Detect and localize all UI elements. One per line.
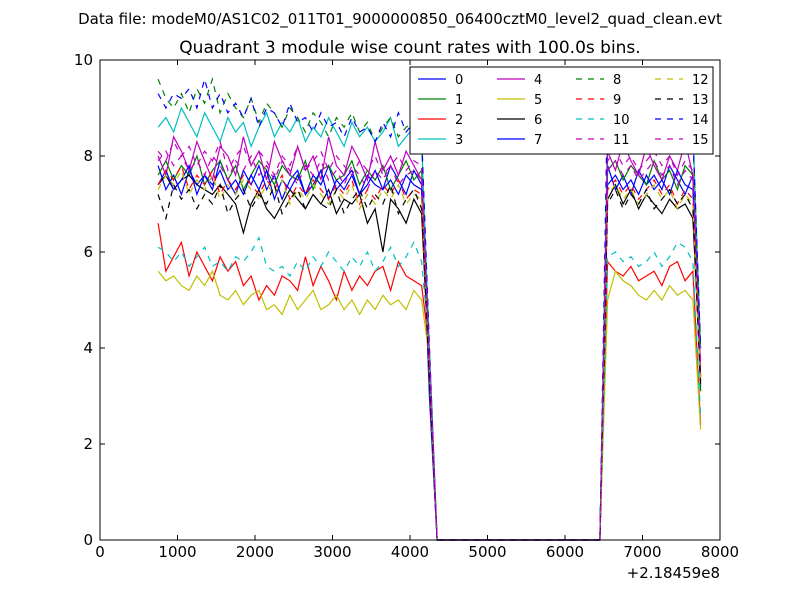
series-line-15 (157, 139, 702, 541)
legend-label-15: 15 (692, 133, 709, 148)
legend-label-14: 14 (692, 113, 709, 128)
legend-label-2: 2 (455, 113, 463, 128)
legend-label-0: 0 (455, 73, 463, 88)
legend-label-4: 4 (534, 73, 542, 88)
x-tick-label: 2000 (236, 543, 274, 561)
series-line-12 (157, 168, 702, 541)
legend-label-11: 11 (613, 133, 630, 148)
legend-label-5: 5 (534, 93, 542, 108)
legend-label-3: 3 (455, 133, 463, 148)
y-tick-label: 2 (83, 435, 93, 453)
legend-label-1: 1 (455, 93, 463, 108)
legend-label-13: 13 (692, 93, 709, 108)
series-line-9 (157, 164, 702, 541)
x-tick-label: 6000 (546, 543, 584, 561)
x-offset-label: +2.18459e8 (627, 564, 720, 582)
chart-title: Quadrant 3 module wise count rates with … (179, 38, 640, 58)
y-tick-label: 6 (83, 243, 93, 261)
x-tick-label: 3000 (313, 543, 351, 561)
x-tick-label: 4000 (391, 543, 429, 561)
series-line-13 (157, 182, 702, 541)
x-tick-label: 8000 (701, 543, 739, 561)
y-tick-label: 8 (83, 147, 93, 165)
x-tick-label: 1000 (158, 543, 196, 561)
y-tick-label: 10 (74, 51, 93, 69)
legend-label-6: 6 (534, 113, 542, 128)
legend-box (409, 66, 714, 155)
legend-label-7: 7 (534, 133, 542, 148)
x-tick-label: 7000 (623, 543, 661, 561)
series-line-3 (157, 106, 702, 541)
x-tick-label: 5000 (468, 543, 506, 561)
legend-label-9: 9 (613, 93, 621, 108)
chart-suptitle: Data file: modeM0/AS1C02_011T01_90000008… (78, 10, 722, 29)
x-tick-label: 0 (95, 543, 105, 561)
legend-label-8: 8 (613, 73, 621, 88)
y-tick-label: 0 (83, 531, 93, 549)
y-tick-label: 4 (83, 339, 93, 357)
series-line-11 (157, 150, 702, 541)
legend-label-12: 12 (692, 73, 709, 88)
legend-label-10: 10 (613, 113, 630, 128)
